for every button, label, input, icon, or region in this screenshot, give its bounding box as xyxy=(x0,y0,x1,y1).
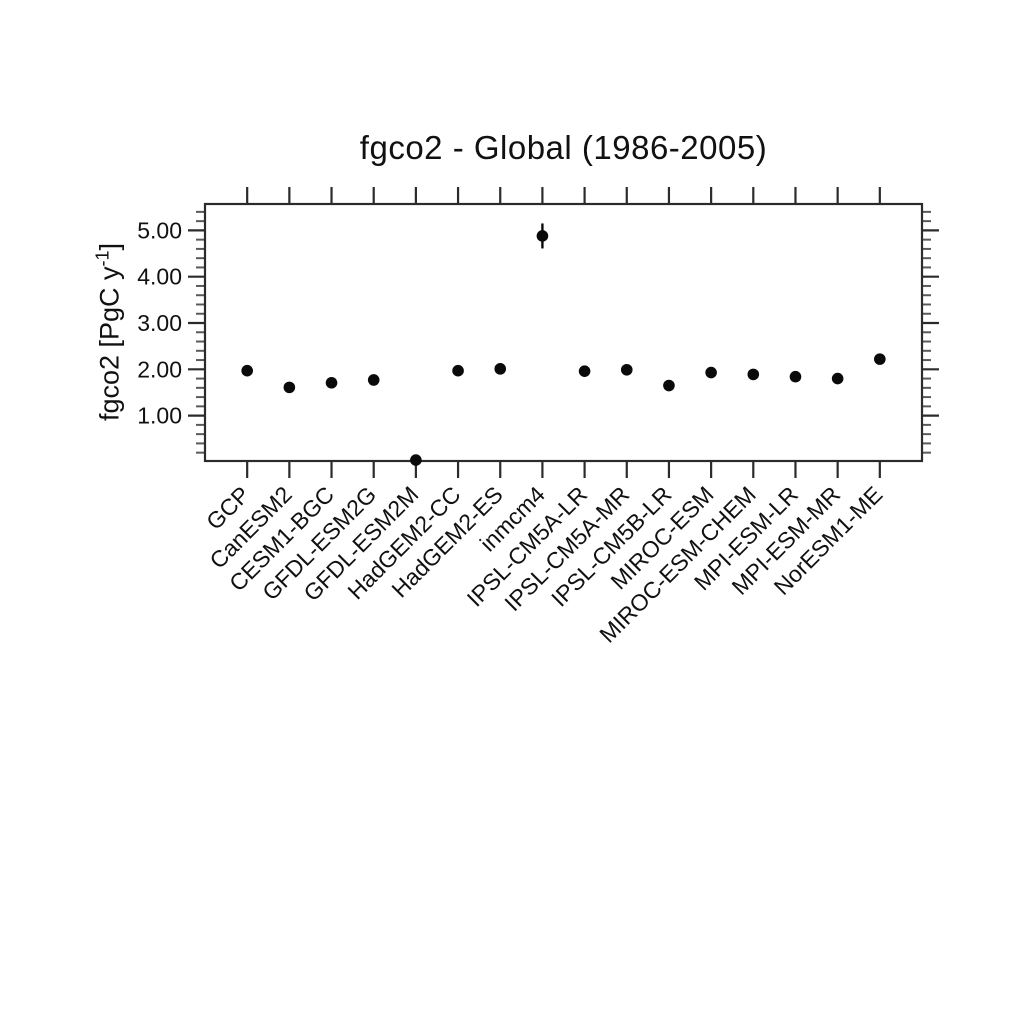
data-point-IPSL-CM5A-MR xyxy=(620,363,633,376)
data-point-MIROC-ESM xyxy=(705,366,717,379)
data-point-GFDL-ESM2G xyxy=(367,374,380,386)
data-point-CanESM2 xyxy=(283,381,296,394)
data-point-MPI-ESM-MR xyxy=(831,372,844,385)
y-tick-label: 2.00 xyxy=(137,356,182,382)
chart-title: fgco2 - Global (1986-2005) xyxy=(359,129,768,166)
data-point-inmcm4 xyxy=(536,230,549,242)
y-tick-label: 4.00 xyxy=(137,264,182,290)
data-point-MPI-ESM-LR xyxy=(789,370,802,383)
data-point-IPSL-CM5A-LR xyxy=(578,365,591,377)
data-point-HadGEM2-CC xyxy=(452,364,464,377)
y-tick-label: 3.00 xyxy=(137,310,182,336)
data-point-NorESM1-ME xyxy=(874,353,886,365)
data-point-HadGEM2-ES xyxy=(494,363,507,375)
data-point-GFDL-ESM2M xyxy=(410,454,422,466)
data-point-MIROC-ESM-CHEM xyxy=(747,368,760,381)
y-tick-label: 5.00 xyxy=(137,217,182,243)
data-point-CESM1-BGC xyxy=(325,376,338,389)
data-point-GCP xyxy=(241,364,253,377)
y-tick-label: 1.00 xyxy=(137,403,182,429)
data-point-IPSL-CM5B-LR xyxy=(663,379,675,392)
plot-border xyxy=(203,202,924,463)
